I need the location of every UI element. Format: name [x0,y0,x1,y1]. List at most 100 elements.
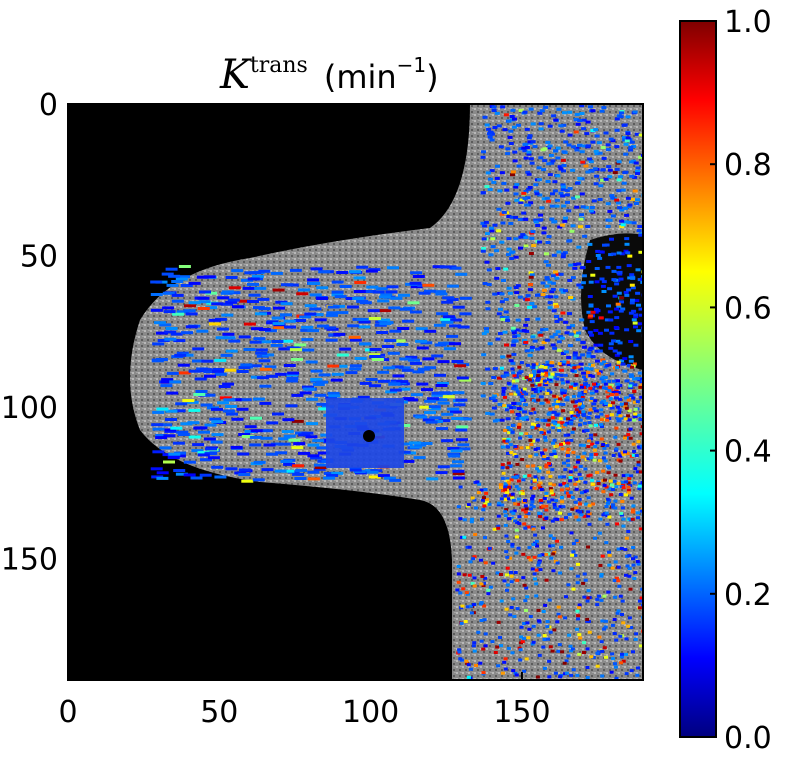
overlay-pixel [610,652,615,656]
overlay-pixel [413,456,426,460]
overlay-pixel [555,517,560,521]
overlay-pixel [553,422,558,426]
overlay-pixel [601,386,606,390]
overlay-pixel [545,625,550,629]
overlay-pixel [544,465,549,469]
overlay-pixel [182,399,195,403]
overlay-pixel [629,140,635,144]
overlay-pixel [626,205,632,209]
overlay-pixel [614,576,619,580]
overlay-pixel [459,417,472,421]
overlay-pixel [628,587,633,591]
overlay-pixel [576,283,582,287]
overlay-pixel [312,383,325,386]
overlay-pixel [496,229,502,233]
overlay-pixel [633,315,639,319]
overlay-pixel [540,281,546,285]
overlay-pixel [585,225,591,228]
y-tick-label: 0 [39,88,58,123]
overlay-pixel [242,286,255,290]
overlay-pixel [593,433,598,437]
overlay-pixel [563,468,568,472]
overlay-pixel [506,646,511,650]
overlay-pixel [365,378,378,381]
overlay-pixel [491,406,497,410]
overlay-pixel [536,398,541,402]
overlay-pixel [551,376,557,380]
overlay-pixel [574,477,579,481]
overlay-pixel [562,219,568,223]
overlay-pixel [621,123,627,127]
overlay-pixel [569,385,573,389]
overlay-pixel [537,554,542,558]
overlay-pixel [605,514,610,518]
overlay-pixel [405,355,418,359]
overlay-pixel [602,627,607,631]
overlay-pixel [431,354,444,358]
overlay-pixel [389,329,402,333]
overlay-pixel [261,468,274,472]
overlay-pixel [169,380,182,384]
overlay-pixel [556,107,562,111]
overlay-pixel [598,564,603,567]
overlay-pixel [508,464,513,468]
overlay-pixel [597,459,602,463]
overlay-pixel [316,297,329,300]
overlay-pixel [557,429,562,432]
overlay-pixel [631,309,637,313]
overlay-pixel [198,430,210,434]
overlay-pixel [626,491,631,495]
overlay-pixel [546,146,552,150]
overlay-pixel [608,346,614,350]
overlay-pixel [254,286,267,290]
overlay-pixel [555,413,560,417]
overlay-pixel [458,591,463,595]
overlay-pixel [571,450,576,454]
overlay-pixel [636,329,642,333]
overlay-pixel [366,285,379,289]
overlay-pixel [560,388,564,392]
overlay-pixel [210,440,223,444]
overlay-pixel [542,497,547,500]
overlay-pixel [588,374,593,377]
overlay-pixel [597,370,603,374]
overlay-pixel [203,275,216,279]
overlay-pixel [507,517,512,521]
overlay-pixel [598,343,604,347]
overlay-pixel [587,411,592,415]
overlay-pixel [539,401,545,405]
overlay-pixel [442,315,455,319]
overlay-pixel [575,460,580,464]
overlay-pixel [538,481,543,485]
overlay-pixel [163,310,176,314]
overlay-pixel [608,479,613,483]
overlay-pixel [367,309,380,313]
overlay-pixel [485,367,491,371]
overlay-pixel [565,459,570,463]
overlay-pixel [214,317,227,321]
overlay-pixel [603,619,608,623]
overlay-pixel [464,659,469,663]
overlay-pixel [594,134,600,138]
overlay-pixel [612,294,618,298]
overlay-pixel [482,496,486,500]
overlay-pixel [549,161,555,165]
overlay-pixel [499,292,505,296]
overlay-pixel [484,491,489,495]
overlay-pixel [225,300,238,304]
overlay-pixel [503,297,509,301]
overlay-pixel [492,367,498,371]
overlay-pixel [385,390,398,394]
overlay-pixel [205,306,218,310]
overlay-pixel [178,371,191,375]
overlay-pixel [522,387,527,391]
overlay-pixel [299,391,312,395]
overlay-pixel [176,430,189,434]
overlay-pixel [285,379,298,383]
overlay-pixel [274,469,287,473]
overlay-pixel [523,190,529,193]
overlay-pixel [588,160,594,164]
overlay-pixel [525,170,531,174]
overlay-pixel [503,113,509,117]
overlay-pixel [573,465,578,469]
